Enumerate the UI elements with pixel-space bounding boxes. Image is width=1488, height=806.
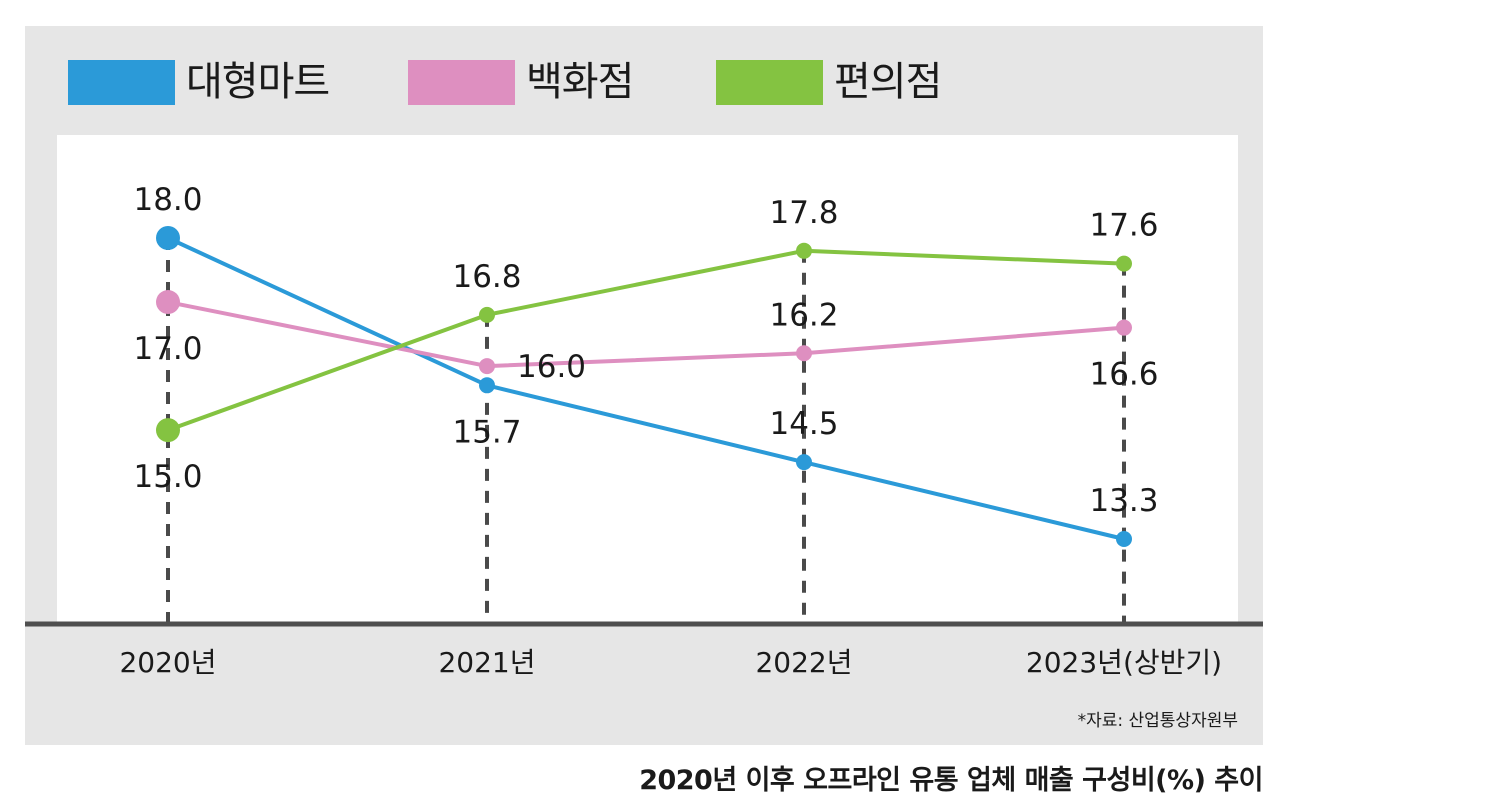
data-point-2-0	[156, 418, 180, 443]
series-line-0	[167, 236, 1125, 541]
data-point-2-2	[796, 242, 812, 259]
source-note: *자료: 산업통상자원부	[1077, 711, 1238, 731]
data-label-2-3: 17.6	[1089, 208, 1158, 244]
legend-label-1: 백화점	[526, 59, 634, 105]
legend-label-0: 대형마트	[186, 59, 330, 105]
legend-swatch-2	[716, 60, 823, 105]
data-label-1-1: 16.0	[517, 349, 586, 385]
data-label-0-3: 13.3	[1089, 483, 1158, 519]
data-point-0-1	[479, 377, 495, 394]
data-label-0-0: 18.0	[133, 182, 202, 218]
legend: 대형마트 백화점 편의점	[0, 0, 1488, 130]
legend-swatch-0	[68, 60, 175, 105]
data-label-0-2: 14.5	[769, 406, 838, 442]
x-tick-label-2: 2022년	[755, 646, 852, 679]
data-label-1-3: 16.6	[1089, 357, 1158, 393]
data-label-2-1: 16.8	[452, 259, 521, 295]
x-tick-label-3: 2023년(상반기)	[1026, 646, 1222, 679]
series-line-1	[167, 300, 1125, 369]
data-label-2-0: 15.0	[133, 459, 202, 495]
data-label-1-0: 17.0	[133, 331, 202, 367]
x-tick-label-1: 2021년	[438, 646, 535, 679]
data-point-0-2	[796, 454, 812, 471]
data-point-2-1	[479, 306, 495, 323]
data-label-2-2: 17.8	[769, 195, 838, 231]
legend-swatch-1	[408, 60, 515, 105]
series-line-2	[167, 248, 1125, 433]
data-label-0-1: 15.7	[452, 414, 521, 450]
data-label-1-2: 16.2	[769, 297, 838, 333]
x-tick-label-0: 2020년	[119, 646, 216, 679]
chart-title: 2020년 이후 오프라인 유통 업체 매출 구성비(%) 추이	[639, 765, 1263, 796]
data-point-2-3	[1116, 255, 1132, 272]
data-point-1-0	[156, 290, 180, 315]
data-point-1-2	[796, 345, 812, 362]
data-point-0-3	[1116, 531, 1132, 547]
plot-area	[57, 135, 1238, 622]
data-point-0-0	[156, 226, 180, 250]
legend-label-2: 편의점	[834, 59, 942, 105]
data-point-1-1	[479, 358, 495, 375]
data-point-1-3	[1116, 319, 1132, 336]
